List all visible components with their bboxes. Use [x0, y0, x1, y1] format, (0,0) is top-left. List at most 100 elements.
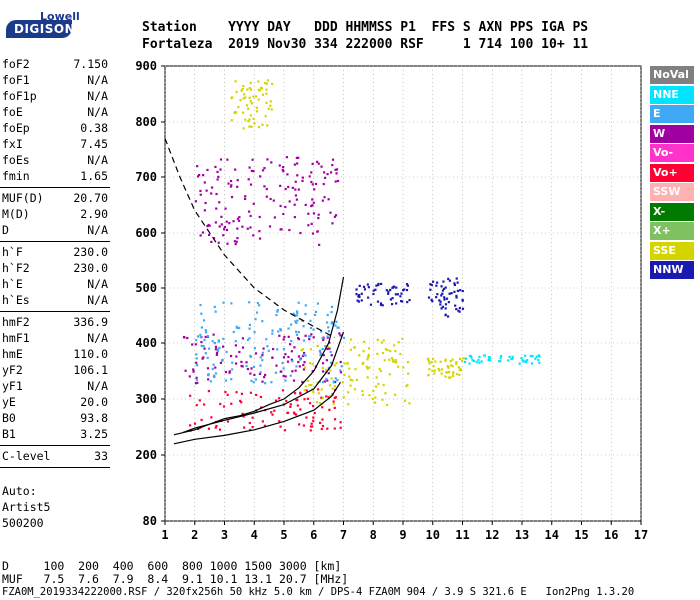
- echo-point: [374, 396, 377, 399]
- echo-point: [538, 355, 541, 358]
- echo-point: [436, 281, 439, 284]
- echo-point: [226, 158, 229, 161]
- echo-point: [403, 399, 407, 402]
- echo-point: [508, 355, 511, 358]
- echo-point: [279, 328, 282, 331]
- echo-point: [535, 355, 538, 358]
- echo-point: [399, 352, 402, 356]
- legend-item: SSE: [650, 241, 694, 260]
- echo-point: [241, 225, 244, 228]
- echo-point: [236, 236, 239, 240]
- trace-curve-upper-profile: [173, 276, 345, 436]
- param-separator: [0, 311, 110, 312]
- echo-point: [276, 348, 279, 351]
- echo-point: [214, 426, 217, 429]
- echo-point: [323, 196, 326, 199]
- echo-point: [295, 413, 298, 416]
- echo-point: [327, 330, 330, 333]
- echo-point: [389, 298, 393, 301]
- echo-point: [297, 355, 301, 358]
- echo-point: [440, 294, 443, 297]
- echo-point: [216, 170, 219, 174]
- echo-point: [304, 366, 307, 369]
- echo-point: [376, 338, 379, 341]
- x-tick-label: 4: [251, 528, 258, 542]
- echo-point: [290, 339, 293, 343]
- echo-point: [206, 367, 210, 370]
- echo-point: [446, 315, 450, 318]
- echo-point: [483, 354, 486, 357]
- echo-point: [321, 370, 325, 373]
- echo-point: [264, 382, 267, 385]
- echo-point: [459, 289, 462, 292]
- echo-point: [507, 359, 510, 362]
- echo-point: [302, 351, 306, 355]
- echo-point: [224, 370, 228, 374]
- echo-point: [207, 374, 210, 377]
- echo-point: [271, 356, 274, 359]
- echo-point: [329, 171, 333, 174]
- echo-point: [242, 127, 245, 130]
- echo-point: [326, 173, 329, 176]
- echo-point: [521, 359, 524, 362]
- echo-point: [328, 408, 331, 411]
- echo-point: [255, 393, 258, 397]
- echo-point: [282, 212, 285, 216]
- echo-point: [234, 344, 237, 347]
- echo-point: [284, 205, 287, 209]
- echo-point: [289, 323, 293, 326]
- echo-point: [259, 371, 262, 374]
- echo-point: [378, 367, 381, 371]
- param-value: 93.8: [80, 411, 108, 425]
- echo-point: [347, 403, 350, 406]
- echo-point: [240, 392, 244, 395]
- echo-point: [313, 188, 316, 191]
- echo-point: [214, 165, 217, 169]
- param-key: hmF2: [2, 315, 30, 329]
- echo-point: [318, 243, 321, 246]
- echo-point: [297, 301, 300, 304]
- echo-point: [249, 226, 252, 229]
- echo-point: [210, 186, 214, 189]
- echo-point: [336, 378, 339, 382]
- echo-point: [270, 411, 273, 414]
- echo-point: [406, 383, 409, 387]
- echo-point: [282, 165, 285, 169]
- echo-point: [334, 214, 338, 217]
- echo-point: [302, 339, 306, 342]
- echo-point: [432, 364, 435, 368]
- echo-point: [303, 361, 306, 364]
- echo-point: [227, 182, 230, 185]
- echo-point: [205, 331, 208, 334]
- echo-point: [518, 362, 521, 365]
- echo-point: [259, 395, 262, 399]
- echo-point: [210, 192, 213, 195]
- echo-point: [257, 80, 260, 83]
- echo-point: [262, 347, 265, 350]
- echo-point: [433, 372, 436, 375]
- echo-point: [430, 360, 433, 364]
- echo-point: [317, 162, 320, 165]
- echo-point: [291, 360, 294, 363]
- echo-point: [340, 365, 343, 368]
- echo-point: [439, 300, 442, 303]
- param-row: B1 3.25: [2, 427, 108, 443]
- param-value: N/A: [87, 331, 108, 345]
- echo-point: [261, 359, 264, 362]
- echo-point: [194, 382, 198, 385]
- echo-point: [455, 308, 458, 311]
- echo-point: [272, 199, 275, 202]
- echo-point: [195, 376, 198, 379]
- echo-point: [275, 313, 278, 317]
- echo-point: [239, 99, 242, 102]
- echo-point: [287, 327, 290, 330]
- echo-point: [246, 88, 249, 91]
- echo-point: [379, 303, 383, 306]
- echo-point: [454, 304, 457, 307]
- echo-point: [299, 408, 302, 411]
- param-key: h`F: [2, 245, 23, 259]
- echo-point: [331, 321, 334, 324]
- echo-point: [296, 404, 299, 407]
- echo-point: [316, 230, 319, 233]
- echo-point: [351, 379, 354, 382]
